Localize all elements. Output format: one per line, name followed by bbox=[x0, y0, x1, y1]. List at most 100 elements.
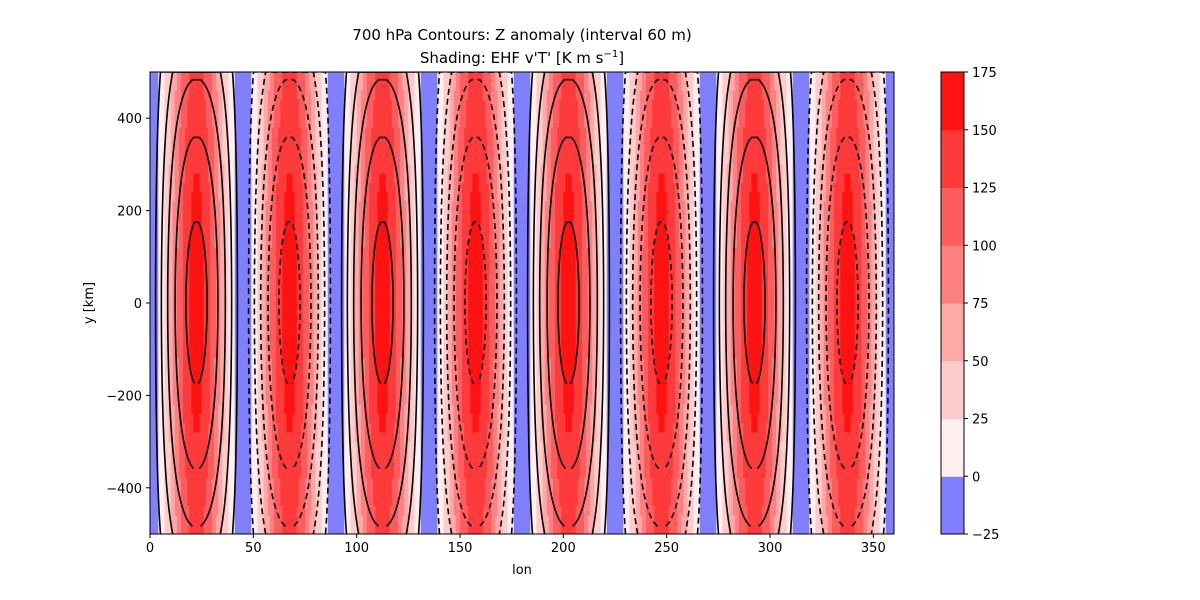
ehf-shading-cell bbox=[404, 478, 409, 489]
ehf-shading-cell bbox=[234, 72, 252, 82]
ehf-shading-cell bbox=[633, 284, 639, 295]
ehf-shading-cell bbox=[209, 330, 217, 341]
ehf-shading-cell bbox=[722, 349, 728, 360]
ehf-shading-cell bbox=[499, 376, 504, 387]
ehf-shading-cell bbox=[234, 81, 252, 92]
ehf-shading-cell bbox=[854, 238, 862, 249]
ehf-shading-cell bbox=[178, 127, 186, 138]
ehf-shading-cell bbox=[150, 108, 159, 119]
ehf-shading-cell bbox=[581, 321, 589, 332]
ehf-shading-cell bbox=[228, 182, 236, 193]
ehf-shading-cell bbox=[267, 118, 275, 129]
ehf-shading-cell bbox=[679, 173, 684, 184]
ehf-shading-cell bbox=[408, 118, 416, 129]
ehf-shading-cell bbox=[234, 210, 252, 221]
ehf-shading-cell bbox=[728, 136, 734, 147]
ehf-shading-cell bbox=[150, 423, 159, 433]
ehf-shading-cell bbox=[546, 90, 554, 101]
ehf-shading-cell bbox=[267, 441, 273, 452]
ehf-shading-cell bbox=[410, 266, 416, 276]
ehf-shading-cell bbox=[251, 330, 259, 341]
ehf-shading-cell bbox=[183, 376, 192, 387]
ehf-shading-cell bbox=[513, 118, 531, 129]
ehf-shading-cell bbox=[265, 349, 271, 360]
ehf-shading-cell bbox=[298, 487, 306, 498]
ehf-shading-cell bbox=[670, 487, 678, 498]
ehf-shading-cell bbox=[623, 173, 631, 184]
ehf-shading-cell bbox=[672, 469, 680, 480]
ehf-shading-cell bbox=[203, 247, 211, 258]
ehf-shading-cell bbox=[863, 108, 870, 119]
ehf-shading-cell bbox=[317, 293, 323, 304]
ehf-shading-cell bbox=[513, 266, 531, 276]
ehf-shading-cell bbox=[672, 145, 680, 156]
ehf-shading-cell bbox=[747, 358, 763, 369]
ehf-shading-cell bbox=[834, 376, 843, 387]
ehf-shading-cell bbox=[716, 136, 724, 147]
ehf-shading-cell bbox=[722, 266, 728, 276]
ehf-shading-cell bbox=[327, 367, 345, 378]
ehf-shading-cell bbox=[683, 487, 688, 498]
ehf-shading-cell bbox=[507, 460, 515, 470]
ehf-shading-cell bbox=[408, 497, 416, 507]
ehf-shading-cell bbox=[278, 432, 302, 443]
ehf-shading-cell bbox=[819, 201, 825, 212]
ehf-shading-cell bbox=[885, 266, 894, 276]
ehf-shading-cell bbox=[414, 478, 422, 489]
ehf-shading-cell bbox=[550, 210, 556, 221]
ehf-shading-cell bbox=[321, 201, 329, 212]
ehf-shading-cell bbox=[530, 432, 538, 443]
ehf-shading-cell bbox=[854, 266, 862, 276]
ehf-shading-cell bbox=[257, 72, 265, 82]
ehf-shading-cell bbox=[214, 404, 219, 415]
ehf-shading-cell bbox=[792, 81, 810, 92]
ehf-shading-cell bbox=[170, 460, 176, 470]
ehf-shading-cell bbox=[885, 201, 894, 212]
ehf-shading-cell bbox=[276, 330, 283, 341]
ehf-shading-cell bbox=[815, 460, 823, 470]
ehf-shading-cell bbox=[437, 173, 445, 184]
ehf-shading-cell bbox=[792, 155, 810, 165]
ehf-shading-cell bbox=[470, 219, 482, 230]
ehf-shading-cell bbox=[400, 404, 405, 415]
ehf-shading-cell bbox=[815, 90, 823, 101]
ehf-shading-cell bbox=[648, 413, 659, 424]
ehf-shading-cell bbox=[561, 81, 577, 92]
ehf-shading-cell bbox=[728, 118, 734, 129]
ehf-shading-cell bbox=[555, 229, 564, 239]
ehf-shading-cell bbox=[327, 229, 345, 239]
ehf-shading-cell bbox=[838, 99, 858, 110]
ehf-shading-cell bbox=[732, 118, 740, 129]
ehf-shading-cell bbox=[536, 219, 542, 230]
ehf-shading-cell bbox=[410, 358, 416, 369]
ehf-shading-cell bbox=[302, 284, 310, 295]
ehf-shading-cell bbox=[499, 275, 504, 286]
ehf-shading-cell bbox=[683, 469, 688, 480]
ehf-shading-cell bbox=[736, 395, 742, 406]
ehf-shading-cell bbox=[181, 497, 188, 507]
ehf-shading-cell bbox=[462, 238, 469, 249]
ehf-shading-cell bbox=[174, 423, 180, 433]
ehf-shading-cell bbox=[311, 192, 318, 202]
ehf-shading-cell bbox=[364, 192, 370, 202]
ehf-shading-cell bbox=[540, 238, 546, 249]
ehf-shading-cell bbox=[191, 192, 203, 202]
ehf-shading-cell bbox=[507, 173, 515, 184]
ehf-shading-cell bbox=[354, 395, 360, 406]
ehf-shading-cell bbox=[216, 339, 221, 350]
ehf-shading-cell bbox=[666, 376, 676, 387]
ehf-shading-cell bbox=[679, 432, 684, 443]
ehf-shading-cell bbox=[321, 90, 329, 101]
ehf-shading-cell bbox=[780, 90, 788, 101]
ehf-shading-cell bbox=[643, 182, 649, 193]
ehf-shading-cell bbox=[402, 266, 407, 276]
ehf-shading-cell bbox=[364, 386, 370, 396]
ehf-shading-cell bbox=[747, 312, 763, 323]
ehf-shading-cell bbox=[693, 219, 701, 230]
ehf-shading-cell bbox=[420, 145, 438, 156]
ehf-shading-cell bbox=[410, 210, 416, 221]
ehf-shading-cell bbox=[879, 303, 887, 313]
ehf-shading-cell bbox=[172, 201, 180, 212]
ehf-shading-cell bbox=[437, 108, 445, 119]
ehf-shading-cell bbox=[205, 487, 213, 498]
